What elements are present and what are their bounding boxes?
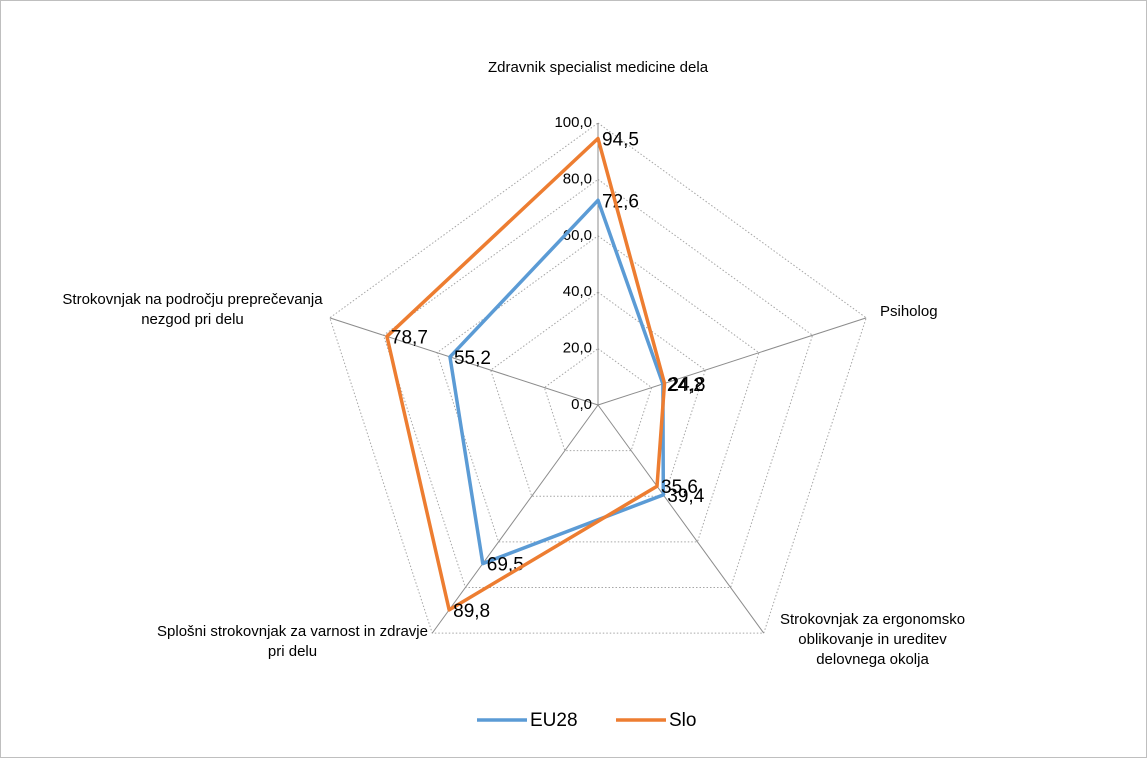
legend-label: Slo [669, 710, 696, 731]
data-label: 24,8 [669, 374, 706, 395]
series-line [448, 198, 666, 566]
data-label: 39,4 [667, 486, 704, 507]
legend-label: EU28 [530, 710, 578, 731]
category-label: Zdravnik specialist medicine dela [487, 59, 709, 76]
category-label: Strokovnjak na področju preprečevanja ne… [62, 291, 323, 328]
r-tick-label: 100,0 [554, 114, 592, 131]
r-tick-label: 0,0 [571, 396, 592, 413]
spoke [431, 404, 599, 634]
spoke [597, 404, 765, 634]
data-label: 78,7 [391, 327, 428, 348]
category-label: Psiholog [880, 303, 938, 320]
spoke [597, 317, 867, 406]
grid-ring [436, 235, 760, 543]
series-line [385, 136, 667, 612]
spoke [329, 317, 599, 406]
data-label: 24,2 [667, 375, 704, 396]
grid-ring [543, 347, 653, 452]
data-label: 72,6 [602, 191, 639, 212]
r-tick-label: 80,0 [563, 170, 592, 187]
r-tick-label: 40,0 [563, 283, 592, 300]
data-label: 89,8 [453, 601, 490, 622]
data-label: 35,6 [661, 477, 698, 498]
category-label: Splošni strokovnjak za varnost in zdravj… [157, 623, 428, 660]
data-label: 55,2 [454, 348, 491, 369]
r-tick-label: 20,0 [563, 340, 592, 357]
data-label: 69,5 [487, 555, 524, 576]
category-label: Strokovnjak za ergonomsko oblikovanje in… [779, 611, 966, 668]
data-label: 94,5 [602, 130, 639, 151]
grid-ring [382, 178, 814, 589]
